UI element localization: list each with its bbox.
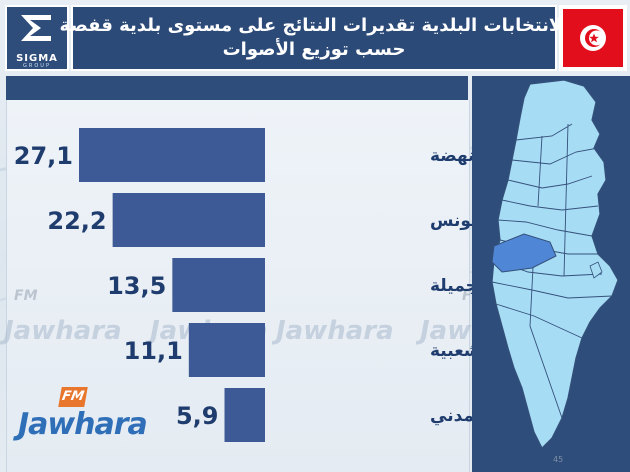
bar (112, 193, 265, 247)
watermark-text: Jawhara (276, 316, 394, 346)
logo-subtext: GROUP (23, 63, 51, 69)
flag-icon (563, 9, 623, 67)
value-label: 11,1 (124, 337, 183, 365)
title-line-2: حسب توزيع الأصوات (222, 39, 406, 60)
header: SIGMA GROUP الانتخابات البلدية تقديرات ا… (5, 5, 627, 71)
watermark-fm: FM (14, 288, 38, 304)
value-label: 22,2 (47, 207, 106, 235)
chart-header-bar (6, 76, 468, 100)
value-label: 13,5 (107, 272, 166, 300)
page-number: 45 (553, 455, 564, 464)
djerba-island (589, 261, 603, 279)
bar (79, 128, 265, 182)
brand-fm-badge: FM (58, 387, 88, 407)
bar (188, 323, 265, 377)
value-label: 27,1 (14, 142, 73, 170)
map-panel (472, 76, 630, 472)
tunisia-map (491, 79, 619, 450)
title-box: الانتخابات البلدية تقديرات النتائج على م… (59, 5, 569, 71)
value-label: 5,9 (176, 402, 219, 430)
logo-text: SIGMA (16, 53, 58, 64)
gafsa-region-highlight (491, 233, 557, 273)
tunisia-flag (559, 5, 627, 71)
title-line-1: الانتخابات البلدية تقديرات النتائج على م… (59, 15, 569, 36)
watermark-text: Jawhara (4, 316, 122, 346)
sigma-logo: SIGMA GROUP (5, 5, 69, 71)
bar (172, 258, 265, 312)
brand-logo: Jawhara (18, 407, 148, 442)
sigma-icon (21, 15, 51, 41)
bar (224, 388, 265, 442)
